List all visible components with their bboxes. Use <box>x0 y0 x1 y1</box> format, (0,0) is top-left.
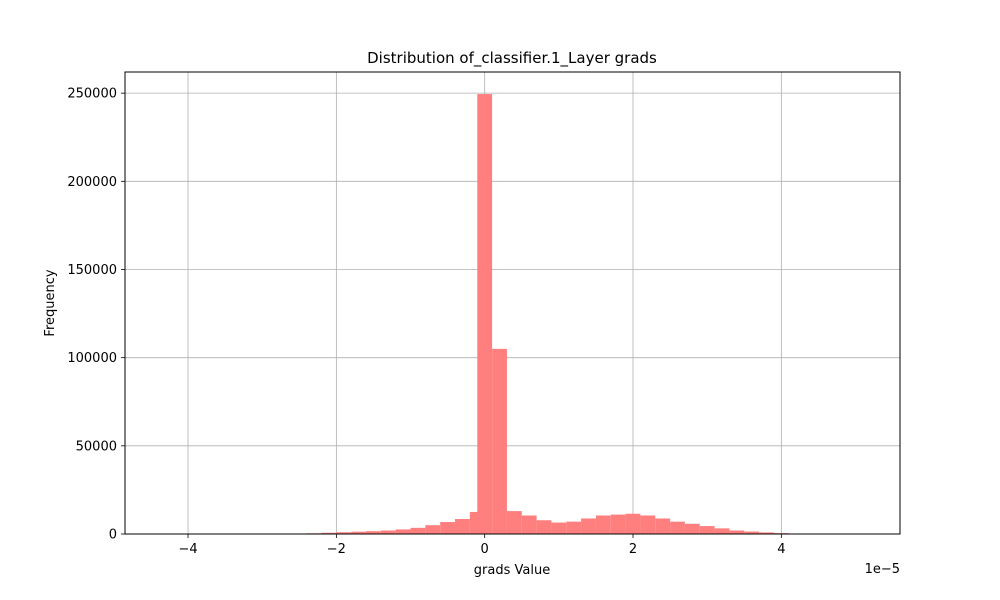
histogram-bar <box>744 531 760 534</box>
histogram-bar <box>566 521 582 534</box>
x-tick-label: 4 <box>777 542 785 557</box>
histogram-bar <box>684 523 700 534</box>
plot-area-frame <box>124 71 901 535</box>
x-axis-offset-label: 1e−5 <box>865 562 900 577</box>
histogram-bar <box>351 531 367 534</box>
histogram-bar <box>506 511 522 534</box>
y-tick-label: 50000 <box>76 439 117 454</box>
x-tick-label: −4 <box>178 542 197 557</box>
histogram-bar <box>477 94 493 534</box>
histogram-bar <box>759 532 774 534</box>
histogram-bar <box>336 532 352 534</box>
histogram-bar <box>366 531 381 534</box>
histogram-bar <box>395 529 411 534</box>
histogram-bars <box>277 94 863 534</box>
x-tick-label: −2 <box>327 542 346 557</box>
histogram-bar <box>595 515 611 534</box>
histogram-bar <box>581 518 596 534</box>
histogram-bar <box>455 519 470 534</box>
y-axis-label: Frequency <box>43 269 58 336</box>
x-tick-label: 2 <box>629 542 637 557</box>
histogram-bar <box>610 514 626 534</box>
histogram-bar <box>670 521 685 534</box>
histogram-bar <box>380 530 396 534</box>
histogram-bar <box>321 532 337 534</box>
histogram-bar <box>625 513 641 534</box>
histogram-bar <box>425 525 441 534</box>
y-tick-label: 0 <box>109 528 117 543</box>
histogram-bar <box>410 527 426 534</box>
histogram-bar <box>492 348 507 534</box>
axis-ticks: −4 −2 0 2 4 0 50000 100000 150000 200000 250000 <box>67 87 785 557</box>
chart-title: Distribution of_classifier.1_Layer grads <box>367 49 657 68</box>
x-axis-label: grads Value <box>474 563 550 578</box>
y-tick-label: 200000 <box>67 175 117 190</box>
histogram-bar <box>536 520 552 534</box>
y-tick-label: 250000 <box>67 87 117 102</box>
histogram-bar <box>640 515 656 534</box>
histogram-bar <box>655 518 671 534</box>
x-tick-label: 0 <box>481 542 489 557</box>
y-tick-label: 100000 <box>67 351 117 366</box>
histogram-bar <box>521 515 537 534</box>
histogram-bar <box>729 530 745 534</box>
histogram-bar <box>440 522 456 534</box>
histogram-bar <box>714 528 730 534</box>
y-tick-label: 150000 <box>67 263 117 278</box>
histogram-bar <box>551 522 567 534</box>
histogram-bar <box>699 526 715 534</box>
